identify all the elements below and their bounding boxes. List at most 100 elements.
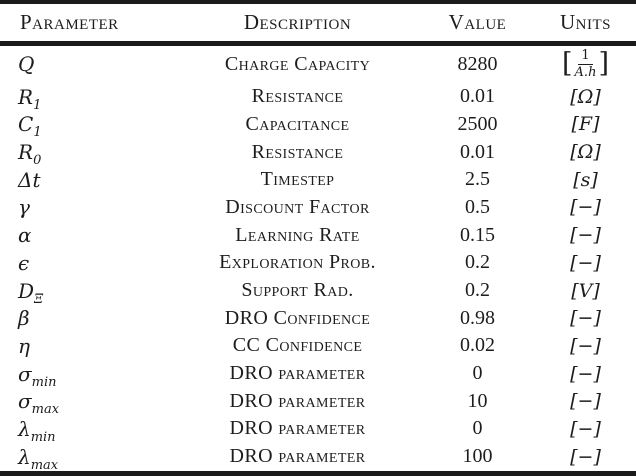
value-cell: 0.2 bbox=[465, 251, 490, 274]
param-symbol: α bbox=[18, 223, 32, 248]
param-cell: C1 bbox=[0, 111, 175, 139]
param-cell: β bbox=[0, 304, 175, 332]
description-cell: Timestep bbox=[260, 168, 335, 191]
table-row: σmax DRO parameter 10 [−] bbox=[0, 387, 636, 418]
param-cell: ϵ bbox=[0, 249, 175, 277]
param-subscript: 1 bbox=[33, 125, 42, 141]
param-symbol: ϵ bbox=[18, 250, 30, 275]
param-subscript: Ξ bbox=[34, 291, 44, 307]
table-row: ϵ Exploration Prob. 0.2 [−] bbox=[0, 249, 636, 277]
value-cell: 2.5 bbox=[465, 168, 490, 191]
units-cell: [Ω] bbox=[570, 85, 601, 108]
col-header-description: Description bbox=[175, 2, 420, 46]
value-cell: 100 bbox=[462, 445, 493, 468]
description-cell: Learning Rate bbox=[235, 223, 360, 246]
param-symbol: β bbox=[18, 306, 30, 331]
units-cell: [ 1 A.h ] bbox=[535, 44, 636, 83]
col-header-units: Units bbox=[535, 2, 636, 46]
param-subscript: 0 bbox=[33, 153, 42, 169]
param-cell: DΞ bbox=[0, 277, 175, 307]
param-cell: R1 bbox=[0, 83, 175, 113]
param-symbol: Q bbox=[18, 52, 35, 77]
header-row: Parameter Description Value Units bbox=[0, 2, 636, 46]
param-symbol: γ bbox=[18, 195, 30, 220]
param-cell: λmin bbox=[0, 415, 175, 444]
param-cell: γ bbox=[0, 194, 175, 222]
table-row: λmin DRO parameter 0 [−] bbox=[0, 415, 636, 444]
description-cell: CC Confidence bbox=[232, 334, 363, 357]
table-row: α Learning Rate 0.15 [−] bbox=[0, 221, 636, 249]
table-body: Q Charge Capacity 8280 [ 1 A.h ] R1 bbox=[0, 44, 636, 474]
units-fraction: [ 1 A.h ] bbox=[562, 47, 609, 81]
table-row: η CC Confidence 0.02 [−] bbox=[0, 332, 636, 360]
value-cell: 0.2 bbox=[465, 279, 490, 301]
value-cell: 0 bbox=[472, 362, 483, 385]
value-cell: 0.02 bbox=[460, 334, 495, 357]
value-cell: 2500 bbox=[457, 112, 498, 135]
description-cell: Support Rad. bbox=[241, 279, 354, 301]
units-cell: [Ω] bbox=[570, 141, 601, 164]
value-cell: 10 bbox=[467, 389, 488, 412]
description-cell: DRO parameter bbox=[229, 445, 366, 468]
units-cell: [−] bbox=[570, 445, 601, 468]
param-cell: σmax bbox=[0, 387, 175, 418]
param-cell: α bbox=[0, 221, 175, 249]
description-cell: DRO parameter bbox=[229, 362, 366, 385]
param-symbol: R bbox=[18, 84, 34, 109]
param-symbol: λ bbox=[18, 416, 31, 441]
description-cell: Discount Factor bbox=[225, 195, 370, 218]
param-symbol: C bbox=[18, 112, 34, 137]
units-cell: [−] bbox=[570, 334, 601, 357]
units-cell: [s] bbox=[573, 168, 598, 191]
param-cell: η bbox=[0, 332, 175, 360]
table-row: γ Discount Factor 0.5 [−] bbox=[0, 194, 636, 222]
value-cell: 0 bbox=[472, 417, 483, 440]
value-cell: 0.5 bbox=[465, 195, 490, 218]
param-subscript: max bbox=[31, 402, 60, 418]
units-cell: [−] bbox=[570, 251, 601, 274]
description-cell: Resistance bbox=[251, 85, 344, 108]
table-header: Parameter Description Value Units bbox=[0, 2, 636, 46]
table-row: C1 Capacitance 2500 [F] bbox=[0, 111, 636, 139]
value-cell: 8280 bbox=[457, 52, 498, 75]
param-cell: R0 bbox=[0, 138, 175, 169]
description-cell: Resistance bbox=[251, 140, 344, 163]
value-cell: 0.15 bbox=[460, 223, 495, 246]
col-header-parameter: Parameter bbox=[0, 2, 175, 46]
param-subscript: 1 bbox=[33, 97, 42, 113]
value-cell: 0.98 bbox=[460, 306, 495, 329]
description-cell: DRO parameter bbox=[229, 417, 366, 440]
right-bracket: ] bbox=[598, 47, 609, 79]
description-cell: DRO Confidence bbox=[224, 306, 371, 329]
param-subscript: max bbox=[30, 457, 59, 473]
table-row: R0 Resistance 0.01 [Ω] bbox=[0, 138, 636, 169]
units-cell: [−] bbox=[570, 362, 601, 385]
units-cell: [V] bbox=[571, 279, 600, 302]
description-cell: Exploration Prob. bbox=[219, 251, 376, 274]
param-symbol: R bbox=[18, 140, 34, 165]
param-symbol: σ bbox=[18, 389, 32, 414]
param-symbol: σ bbox=[18, 361, 32, 386]
value-cell: 0.01 bbox=[460, 85, 495, 108]
param-cell: σmin bbox=[0, 360, 175, 390]
units-cell: [−] bbox=[570, 307, 601, 330]
col-header-value: Value bbox=[420, 2, 535, 46]
description-cell: Capacitance bbox=[245, 112, 350, 135]
table-row: λmax DRO parameter 100 [−] bbox=[0, 443, 636, 474]
table-row: R1 Resistance 0.01 [Ω] bbox=[0, 83, 636, 113]
table-row: β DRO Confidence 0.98 [−] bbox=[0, 304, 636, 332]
fraction-denominator: A.h bbox=[574, 64, 597, 80]
units-cell: [−] bbox=[570, 417, 601, 440]
param-subscript: min bbox=[31, 374, 57, 390]
fraction: 1 A.h bbox=[574, 48, 597, 81]
param-symbol: D bbox=[18, 278, 35, 303]
left-bracket: [ bbox=[562, 47, 573, 79]
value-cell: 0.01 bbox=[460, 140, 495, 163]
units-cell: [F] bbox=[571, 113, 600, 136]
param-cell: Δt bbox=[0, 166, 175, 194]
param-symbol: η bbox=[18, 333, 30, 358]
param-symbol: λ bbox=[18, 444, 31, 469]
table-row: DΞ Support Rad. 0.2 [V] bbox=[0, 277, 636, 307]
description-cell: DRO parameter bbox=[229, 389, 366, 412]
